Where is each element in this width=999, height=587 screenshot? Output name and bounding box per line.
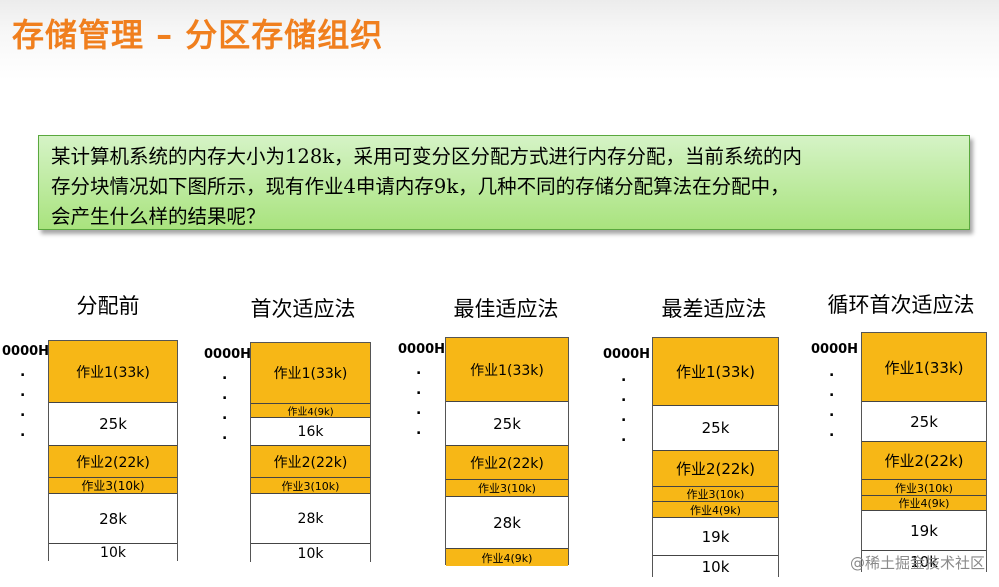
ellipsis-dot: . (621, 409, 627, 425)
memory-block: 作业2(22k) (862, 442, 986, 480)
memory-block: 10k (251, 544, 370, 563)
problem-line-2: 存分块情况如下图所示，现有作业4申请内存9k，几种不同的存储分配算法在分配中， (51, 175, 790, 198)
ellipsis-dot: . (20, 364, 26, 380)
ellipsis-dot: . (416, 422, 422, 438)
memory-block: 作业3(10k) (653, 487, 778, 502)
ellipsis-dot: . (416, 402, 422, 418)
ellipsis-dot: . (829, 364, 835, 380)
memory-block: 25k (49, 403, 177, 446)
memory-map-first-fit: 作业1(33k) 作业4(9k) 16k 作业2(22k) 作业3(10k) 2… (250, 342, 371, 563)
memory-block: 25k (446, 402, 568, 446)
memory-block: 28k (49, 494, 177, 544)
memory-block: 作业1(33k) (446, 338, 568, 402)
memory-map-best-fit: 作业1(33k) 25k 作业2(22k) 作业3(10k) 28k 作业4(9… (445, 337, 569, 566)
memory-block: 作业2(22k) (446, 446, 568, 480)
memory-block: 作业3(10k) (862, 480, 986, 496)
ellipsis-dot: . (20, 424, 26, 440)
ellipsis-dot: . (621, 369, 627, 385)
memory-block: 28k (251, 494, 370, 544)
memory-map-worst-fit: 作业1(33k) 25k 作业2(22k) 作业3(10k) 作业4(9k) 1… (652, 337, 779, 578)
memory-block: 作业2(22k) (49, 446, 177, 478)
memory-block: 19k (862, 511, 986, 551)
ellipsis-dot: . (416, 382, 422, 398)
memory-map-next-fit: 作业1(33k) 25k 作业2(22k) 作业3(10k) 作业4(9k) 1… (861, 332, 987, 573)
memory-block: 作业1(33k) (49, 341, 177, 403)
ellipsis-dot: . (20, 404, 26, 420)
address-label: 0000H (204, 347, 252, 362)
memory-block: 作业1(33k) (653, 338, 778, 406)
column-title-best-fit: 最佳适应法 (453, 297, 559, 321)
column-title-first-fit: 首次适应法 (250, 297, 356, 321)
ellipsis-dot: . (222, 367, 228, 383)
memory-block: 25k (653, 406, 778, 451)
page-title: 存储管理 – 分区存储组织 (12, 16, 384, 54)
ellipsis-dot: . (621, 389, 627, 405)
problem-statement-box: 某计算机系统的内存大小为128k，采用可变分区分配方式进行内存分配，当前系统的内… (38, 135, 970, 230)
memory-block: 作业1(33k) (251, 343, 370, 404)
watermark: @稀土掘金技术社区 (849, 554, 985, 572)
memory-block: 作业4(9k) (446, 549, 568, 566)
memory-block: 作业3(10k) (251, 478, 370, 494)
problem-line-3: 会产生什么样的结果呢？ (51, 205, 266, 228)
address-label: 0000H (398, 342, 446, 357)
ellipsis-dot: . (829, 384, 835, 400)
ellipsis-dot: . (416, 362, 422, 378)
ellipsis-dot: . (829, 404, 835, 420)
problem-line-1: 某计算机系统的内存大小为128k，采用可变分区分配方式进行内存分配，当前系统的内 (51, 145, 803, 168)
ellipsis-dot: . (222, 387, 228, 403)
memory-block: 16k (251, 418, 370, 446)
memory-block: 作业2(22k) (653, 451, 778, 487)
address-label: 0000H (2, 344, 50, 359)
memory-block: 作业1(33k) (862, 333, 986, 402)
memory-block: 作业4(9k) (862, 496, 986, 511)
memory-block: 10k (862, 551, 986, 573)
column-title-worst-fit: 最差适应法 (661, 297, 767, 321)
address-label: 0000H (603, 347, 651, 362)
ellipsis-dot: . (829, 424, 835, 440)
memory-block: 作业3(10k) (446, 480, 568, 497)
ellipsis-dot: . (20, 384, 26, 400)
header-band (0, 0, 999, 80)
memory-block: 作业3(10k) (49, 478, 177, 494)
memory-block: 10k (653, 556, 778, 578)
memory-map-before: 作业1(33k) 25k 作业2(22k) 作业3(10k) 28k 10k (48, 340, 178, 562)
column-title-next-fit: 循环首次适应法 (827, 293, 975, 317)
memory-block: 28k (446, 497, 568, 549)
memory-block: 10k (49, 544, 177, 562)
memory-block: 19k (653, 518, 778, 556)
ellipsis-dot: . (222, 427, 228, 443)
ellipsis-dot: . (621, 429, 627, 445)
memory-block: 作业4(9k) (251, 404, 370, 418)
ellipsis-dot: . (222, 407, 228, 423)
memory-block: 25k (862, 402, 986, 442)
address-label: 0000H (811, 342, 859, 357)
column-title-before: 分配前 (76, 294, 140, 318)
memory-block: 作业4(9k) (653, 502, 778, 518)
memory-block: 作业2(22k) (251, 446, 370, 478)
